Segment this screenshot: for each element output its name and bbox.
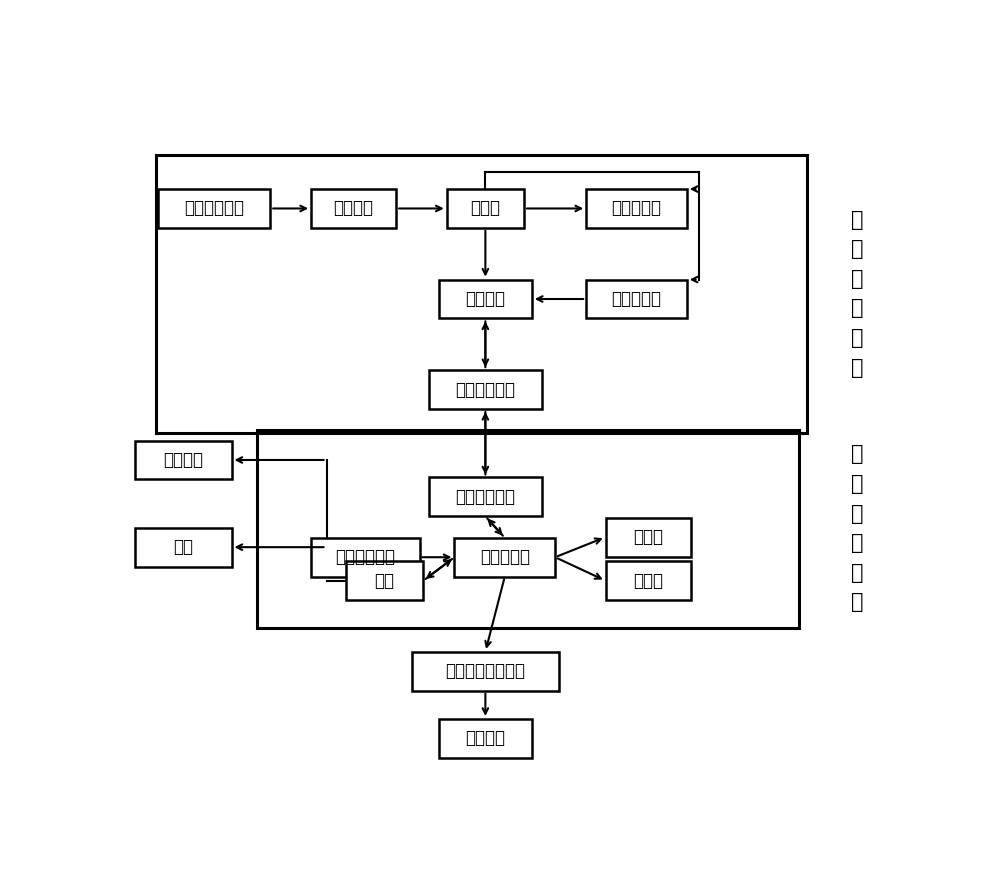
Bar: [311, 189, 396, 228]
Bar: [135, 441, 232, 479]
Text: 蓝牙收发模块: 蓝牙收发模块: [455, 488, 515, 506]
Bar: [412, 652, 559, 691]
Bar: [606, 517, 691, 557]
Bar: [158, 189, 270, 228]
Text: 蓄电池: 蓄电池: [470, 199, 500, 218]
Text: 扬声器: 扬声器: [633, 571, 663, 590]
Text: 手机: 手机: [173, 538, 193, 557]
Bar: [156, 155, 807, 433]
Bar: [439, 719, 532, 758]
Text: 天线: 天线: [375, 571, 395, 590]
Text: 温度传感器: 温度传感器: [612, 290, 662, 308]
Bar: [439, 280, 532, 319]
Text: 制动装置: 制动装置: [465, 729, 505, 747]
Bar: [135, 528, 232, 567]
Bar: [429, 370, 542, 409]
Bar: [586, 280, 687, 319]
Text: 充电电路: 充电电路: [334, 199, 374, 218]
Bar: [257, 429, 799, 628]
Bar: [447, 189, 524, 228]
Text: 中
央
控
制
装
置: 中 央 控 制 装 置: [851, 444, 864, 612]
Text: 胎压传感器: 胎压传感器: [612, 199, 662, 218]
Bar: [429, 477, 542, 517]
Bar: [586, 189, 687, 228]
Text: 中央处理器: 中央处理器: [480, 548, 530, 566]
Text: 微处理器: 微处理器: [465, 290, 505, 308]
Bar: [606, 561, 691, 600]
Text: 胎
压
监
测
装
置: 胎 压 监 测 装 置: [851, 210, 864, 378]
Bar: [311, 537, 420, 577]
Bar: [454, 537, 555, 577]
Text: 显示器: 显示器: [633, 528, 663, 546]
Text: 监控中心: 监控中心: [163, 451, 203, 469]
Text: 蓝牙收发模块: 蓝牙收发模块: [455, 381, 515, 399]
Text: 汽车中央控制系统: 汽车中央控制系统: [445, 662, 525, 680]
Text: 离心充电装置: 离心充电装置: [184, 199, 244, 218]
Text: 手机卡读卡器: 手机卡读卡器: [335, 548, 395, 566]
Bar: [346, 561, 423, 600]
